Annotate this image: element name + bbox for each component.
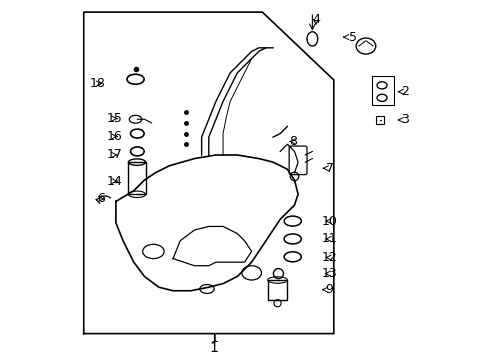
Text: 1: 1	[210, 333, 218, 346]
Text: 14: 14	[106, 175, 122, 188]
Text: 18: 18	[90, 77, 106, 90]
Text: 15: 15	[106, 112, 122, 125]
Text: 6: 6	[97, 193, 104, 206]
Bar	[128, 162, 145, 194]
Text: 11: 11	[321, 233, 337, 246]
Text: 1: 1	[209, 341, 218, 355]
Bar	[372, 76, 393, 105]
Text: 2: 2	[397, 85, 408, 98]
Text: 3: 3	[397, 113, 408, 126]
Text: 10: 10	[321, 215, 337, 228]
Bar	[267, 280, 287, 300]
Text: 4: 4	[311, 13, 319, 26]
Text: 12: 12	[321, 251, 337, 264]
Text: 17: 17	[106, 148, 122, 162]
Text: 7: 7	[323, 162, 334, 175]
Text: 5: 5	[343, 31, 357, 44]
Text: 9: 9	[322, 283, 333, 296]
Text: 8: 8	[288, 135, 296, 148]
Text: 13: 13	[321, 267, 337, 280]
Text: 16: 16	[106, 130, 122, 143]
